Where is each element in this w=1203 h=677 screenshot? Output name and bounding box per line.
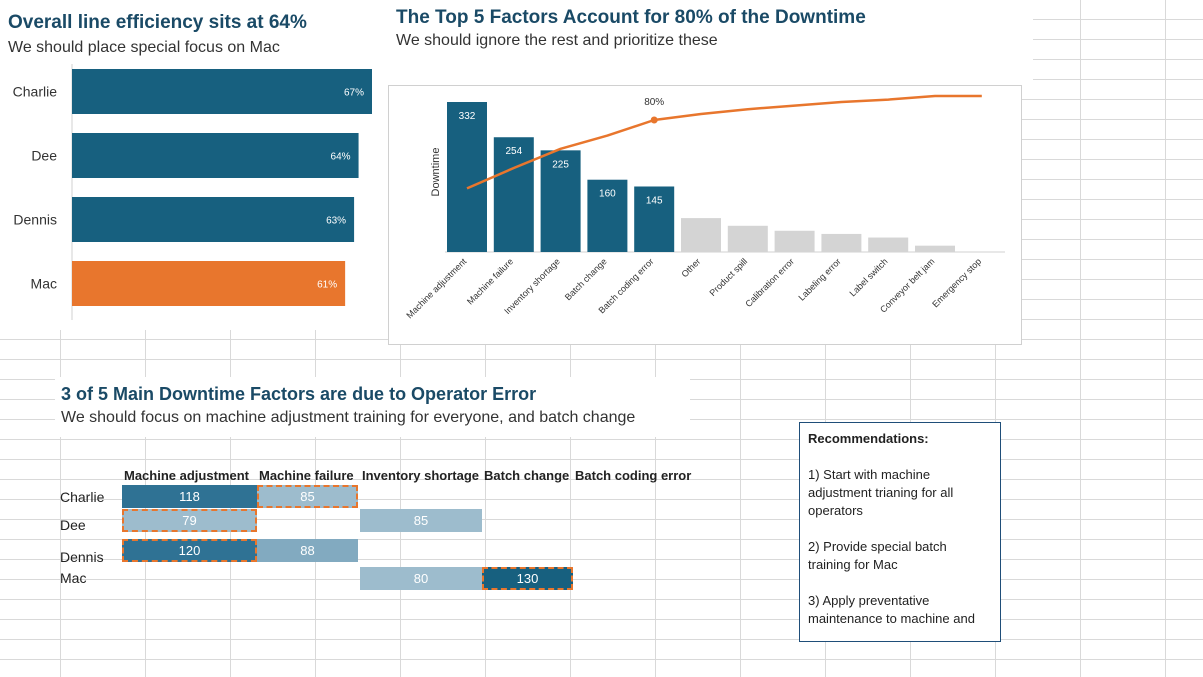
pareto-bar: [774, 230, 815, 252]
pareto-category-label: Machine failure: [465, 256, 515, 306]
recommendation-item-3: 3) Apply preventative maintenance to mac…: [808, 593, 975, 626]
pareto-bar-label: 254: [505, 146, 522, 157]
pareto-bar: [587, 179, 628, 252]
recommendation-item-2: 2) Provide special batch training for Ma…: [808, 539, 947, 572]
efficiency-title: Overall line efficiency sits at 64%: [8, 12, 307, 33]
efficiency-bar: [72, 261, 346, 306]
heatmap-cell: 118: [122, 485, 257, 508]
efficiency-subtitle: We should place special focus on Mac: [8, 39, 280, 56]
efficiency-bar: [72, 197, 355, 242]
pareto-bar: [868, 237, 909, 252]
recommendations-box: Recommendations: 1) Start with machine a…: [799, 422, 1001, 642]
efficiency-bar-chart: 67% Charlie 64% Dee 63% Dennis 61% Mac: [13, 64, 372, 320]
recommendations-heading: Recommendations:: [808, 431, 929, 446]
heatmap-column-header: Machine adjustment: [124, 468, 249, 483]
pareto-bar-label: 160: [599, 189, 616, 200]
pareto-chart: Downtime 332 Machine adjustment 254 Machine …: [388, 85, 1022, 345]
pareto-title: The Top 5 Factors Account for 80% of the…: [396, 7, 866, 28]
pareto-80-label: 80%: [644, 97, 664, 108]
heatmap-row-label: Charlie: [60, 489, 105, 505]
pareto-bar: [821, 233, 862, 252]
heatmap-cell: 85: [257, 485, 358, 508]
heatmap-row-label: Dennis: [60, 549, 104, 565]
efficiency-bar: [72, 133, 359, 178]
pareto-category-label: Product spill: [707, 256, 749, 298]
pareto-bar: [915, 245, 955, 252]
pareto-category-label: Calibration error: [743, 256, 796, 309]
heatmap-panel: [55, 377, 690, 437]
efficiency-bar-label: 61%: [317, 280, 337, 291]
efficiency-category-label: Dennis: [13, 212, 57, 228]
heatmap-title: 3 of 5 Main Downtime Factors are due to …: [61, 384, 537, 404]
pareto-80-marker: [650, 116, 658, 124]
efficiency-category-label: Dee: [31, 148, 57, 164]
pareto-panel: [388, 0, 1033, 85]
heatmap-column-header: Batch coding error: [575, 468, 692, 483]
pareto-cumulative-line: [466, 94, 982, 190]
pareto-category-label: Batch change: [563, 256, 609, 302]
heatmap-cell: 88: [257, 539, 358, 562]
recommendation-item-1: 1) Start with machine adjustment trianin…: [808, 467, 954, 518]
heatmap-column-header: Machine failure: [259, 468, 354, 483]
pareto-bar: [727, 225, 768, 252]
pareto-bar: [447, 102, 487, 252]
pareto-category-label: Other: [679, 256, 702, 279]
pareto-bar-label: 145: [646, 195, 663, 206]
heatmap-cell: 80: [360, 567, 482, 590]
pareto-category-label: Labeling error: [796, 256, 842, 302]
heatmap-row-label: Dee: [60, 517, 86, 533]
pareto-bar-label: 225: [552, 159, 569, 170]
pareto-bar: [540, 150, 581, 252]
efficiency-bar-label: 64%: [331, 152, 351, 163]
efficiency-category-label: Charlie: [13, 84, 58, 100]
efficiency-category-label: Mac: [31, 276, 57, 292]
efficiency-bar: [72, 69, 372, 114]
heatmap-subtitle: We should focus on machine adjustment tr…: [61, 409, 636, 426]
pareto-subtitle: We should ignore the rest and prioritize…: [396, 32, 718, 49]
pareto-ylabel: Downtime: [430, 148, 442, 197]
efficiency-bar-label: 67%: [344, 88, 364, 99]
pareto-bar-label: 332: [459, 111, 476, 122]
heatmap-cell: 85: [360, 509, 482, 532]
heatmap-row-label: Mac: [60, 570, 87, 586]
pareto-bar: [493, 137, 534, 252]
efficiency-bar-label: 63%: [326, 216, 346, 227]
pareto-category-label: Label switch: [848, 256, 890, 298]
heatmap-cell: 130: [482, 567, 573, 590]
pareto-category-label: Machine adjustment: [404, 256, 468, 320]
heatmap-cell: 79: [122, 509, 257, 532]
heatmap-column-header: Inventory shortage: [362, 468, 480, 483]
pareto-category-label: Emergency stop: [930, 256, 983, 309]
pareto-bar: [681, 218, 721, 252]
pareto-bar: [634, 186, 675, 252]
heatmap-cell: 120: [122, 539, 257, 562]
heatmap-column-header: Batch change: [484, 468, 570, 483]
